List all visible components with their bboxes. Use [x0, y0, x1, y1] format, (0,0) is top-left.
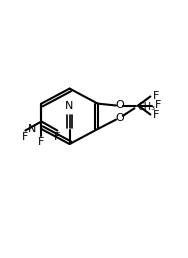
Text: CH₃: CH₃ [137, 102, 155, 112]
Text: N: N [28, 124, 36, 134]
Text: N: N [65, 101, 74, 111]
Text: F: F [153, 92, 160, 101]
Text: F: F [22, 132, 29, 142]
Text: F: F [155, 101, 161, 110]
Text: F: F [54, 132, 61, 142]
Text: O: O [115, 113, 124, 123]
Text: F: F [38, 138, 45, 148]
Text: F: F [153, 110, 160, 119]
Text: O: O [115, 101, 124, 110]
